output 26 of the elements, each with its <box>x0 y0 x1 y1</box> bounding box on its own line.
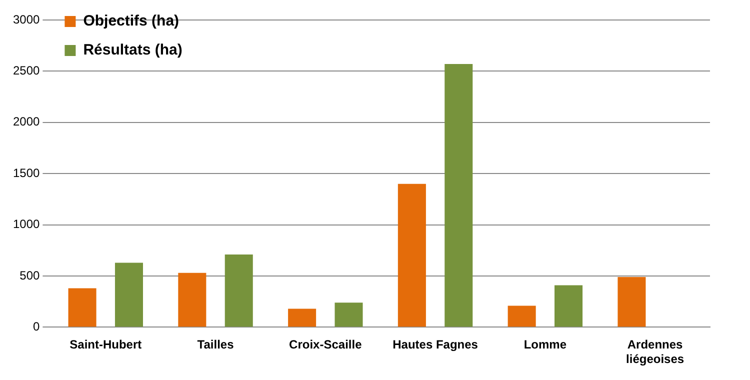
bar <box>508 306 536 327</box>
x-tick-label: Saint-Hubert <box>70 338 142 352</box>
y-tick-label: 0 <box>33 320 40 334</box>
x-tick-label: Ardennes liégeoises <box>626 338 684 366</box>
y-tick-label: 1000 <box>12 217 40 232</box>
y-tick-label: 500 <box>20 268 40 282</box>
y-tick-label: 2500 <box>12 64 40 78</box>
bar <box>618 277 646 327</box>
y-tick-label: 1500 <box>12 166 40 180</box>
x-tick-label: Croix-Scaille <box>289 338 362 352</box>
bar <box>288 308 316 327</box>
bar <box>398 184 426 327</box>
bar <box>334 302 363 327</box>
x-tick-label: Lomme <box>524 338 567 352</box>
y-tick-label: 2000 <box>12 114 40 129</box>
x-tick-label: Hautes Fagnes <box>392 338 478 352</box>
bar <box>114 262 143 327</box>
bar <box>68 288 96 327</box>
x-tick-label: Tailles <box>197 338 234 352</box>
legend-label: Objectifs (ha) <box>83 12 180 30</box>
bar <box>178 272 206 327</box>
y-tick-label: 3000 <box>12 12 40 26</box>
bar <box>224 254 253 327</box>
bar <box>444 64 473 327</box>
bar <box>554 285 583 327</box>
legend-label: Résultats (ha) <box>83 42 182 59</box>
